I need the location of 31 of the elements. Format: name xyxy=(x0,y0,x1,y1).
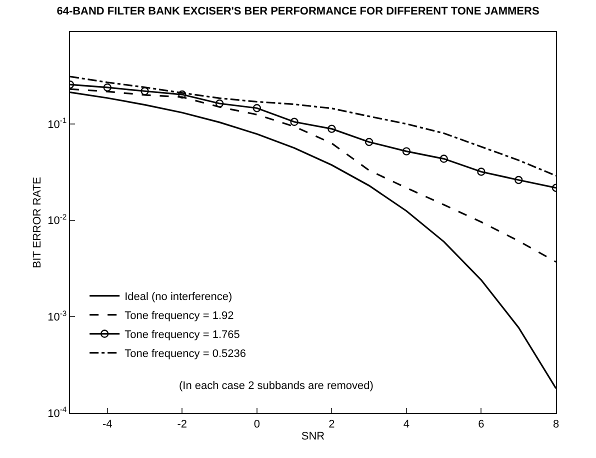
y-axis-title: BIT ERROR RATE xyxy=(31,176,44,268)
x-tick-label: 8 xyxy=(552,418,560,430)
x-tick-label: -2 xyxy=(177,418,188,430)
y-tick-label: 10$^{-3}$ xyxy=(48,308,67,324)
x-axis-title: SNR xyxy=(301,430,325,442)
x-tick-label: 0 xyxy=(254,418,260,430)
x-tick-label: 2 xyxy=(328,418,335,430)
legend-label: Ideal (no interference) xyxy=(124,291,232,304)
y-tick-label: 10$^{-4}$ xyxy=(48,405,68,420)
point xyxy=(440,154,448,163)
point xyxy=(514,176,523,184)
point xyxy=(328,124,336,133)
point xyxy=(252,104,262,112)
y-tick-label: 10$^{-1}$ xyxy=(48,116,67,131)
annotation: (In each case 2 subbands are removed) xyxy=(179,380,374,392)
legend-label: Tone frequency = 0.5236 xyxy=(124,348,246,360)
x-tick-label: 6 xyxy=(478,418,484,430)
point xyxy=(477,168,486,176)
point xyxy=(178,90,186,99)
point xyxy=(290,118,298,126)
x-tick-label: 4 xyxy=(403,418,410,430)
legend-label: Tone frequency = 1.92 xyxy=(124,310,234,322)
chart-title: 64-BAND FILTER BANK EXCISER'S BER PERFORMANCE FOR DIFFERENT TONE JAMMERS xyxy=(56,6,540,18)
point xyxy=(103,83,112,92)
point xyxy=(402,147,411,156)
legend-label: Tone frequency = 1.765 xyxy=(124,329,240,342)
point xyxy=(140,87,149,96)
y-tick-label: 10$^{-2}$ xyxy=(48,212,67,228)
point xyxy=(364,138,374,146)
x-tick-label: -4 xyxy=(102,418,112,430)
point xyxy=(215,99,224,108)
